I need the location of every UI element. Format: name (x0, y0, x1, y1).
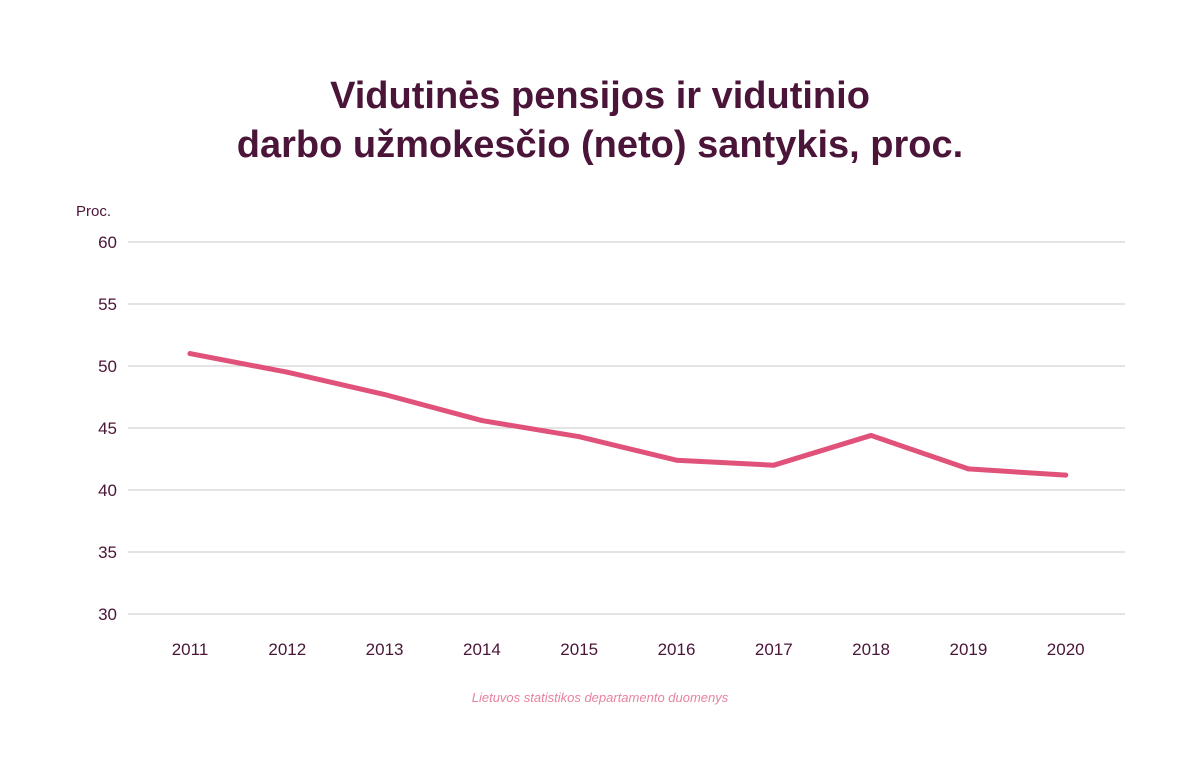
y-tick-label: 60 (98, 233, 117, 252)
x-tick-label: 2012 (268, 640, 306, 659)
data-point-2012 (284, 369, 290, 375)
x-tick-label: 2014 (463, 640, 501, 659)
x-tick-label: 2016 (658, 640, 696, 659)
data-point-2017 (771, 462, 777, 468)
y-tick-labels: 30 35 40 45 50 55 60 (98, 233, 117, 624)
y-tick-label: 50 (98, 357, 117, 376)
y-tick-label: 45 (98, 419, 117, 438)
y-tick-label: 55 (98, 295, 117, 314)
x-tick-label: 2018 (852, 640, 890, 659)
x-tick-label: 2020 (1047, 640, 1085, 659)
x-tick-labels: 2011 2012 2013 2014 2015 2016 2017 2018 2019 2020 (172, 640, 1085, 659)
data-point-2015 (576, 434, 582, 440)
y-tick-label: 30 (98, 605, 117, 624)
data-point-2011 (187, 351, 193, 357)
y-axis-label: Proc. (76, 203, 111, 220)
x-tick-label: 2015 (560, 640, 598, 659)
y-tick-label: 40 (98, 481, 117, 500)
data-point-2016 (674, 457, 679, 463)
data-point-2019 (965, 466, 971, 472)
source-note: Lietuvos statistikos departamento duomen… (472, 690, 729, 705)
series-line (187, 351, 1069, 478)
y-tick-label: 35 (98, 543, 117, 562)
data-point-2020 (1063, 472, 1069, 478)
x-tick-label: 2017 (755, 640, 793, 659)
series-group (187, 351, 1069, 478)
chart-title-line-1: Vidutinės pensijos ir vidutinio (330, 75, 870, 117)
chart-title-line-2: darbo užmokesčio (neto) santykis, proc. (237, 124, 963, 166)
data-point-2014 (479, 418, 485, 424)
x-tick-label: 2013 (366, 640, 404, 659)
x-tick-label: 2019 (949, 640, 987, 659)
x-tick-label: 2011 (172, 640, 209, 659)
data-point-2013 (382, 392, 388, 398)
data-point-2018 (868, 432, 874, 438)
gridlines (128, 241, 1125, 615)
